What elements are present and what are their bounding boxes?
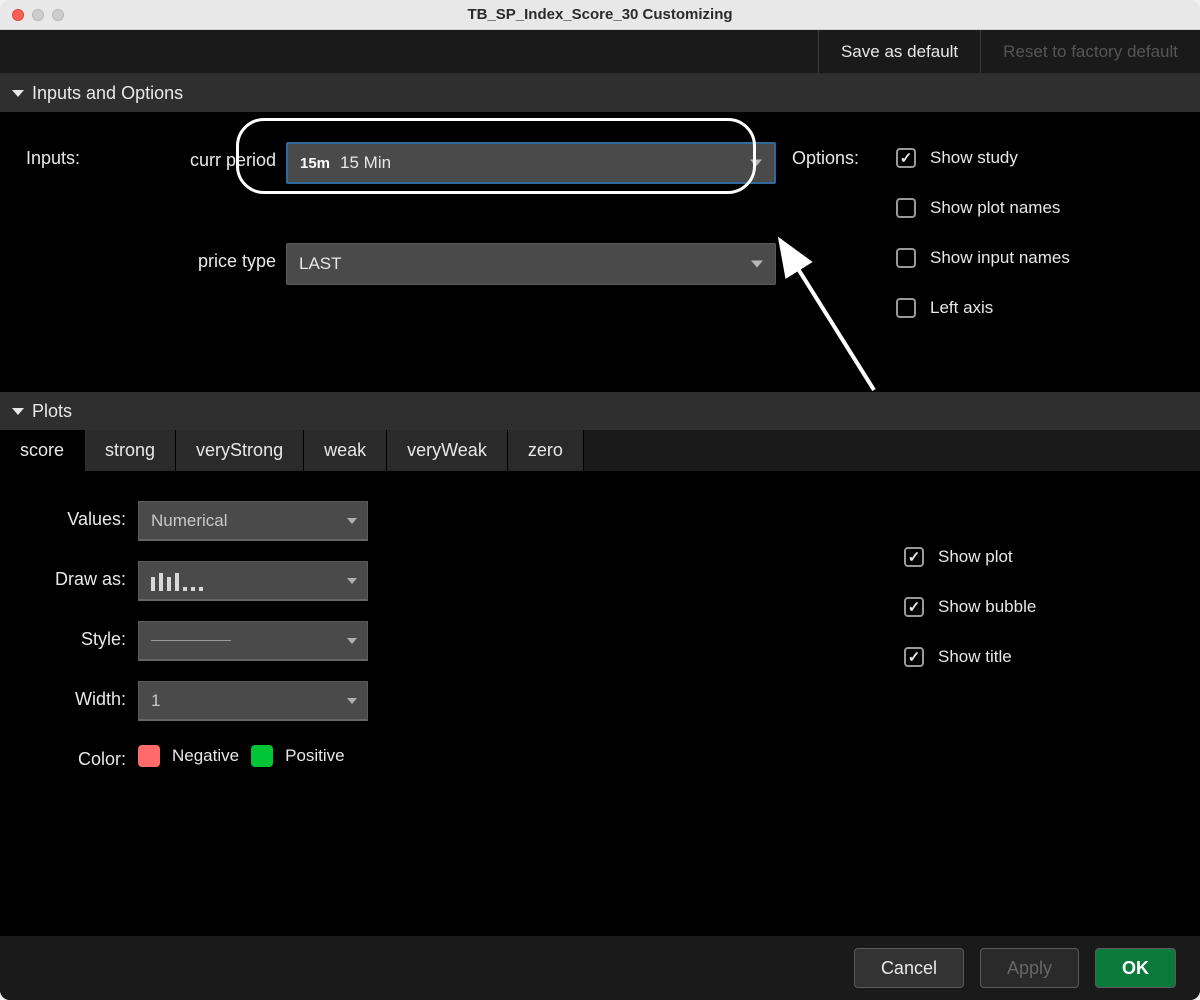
histogram-icon [151, 571, 203, 591]
chevron-down-icon [347, 638, 357, 644]
plots-right-column: Show plot Show bubble Show title [904, 501, 1174, 906]
options-column: Show study Show plot names Show input na… [896, 142, 1196, 324]
apply-button: Apply [980, 948, 1079, 988]
inputs-options-grid: Inputs: curr period 15m 15 Min Options: … [26, 142, 1174, 324]
tab-veryStrong[interactable]: veryStrong [176, 430, 304, 471]
checkbox-icon [896, 148, 916, 168]
style-label: Style: [26, 621, 126, 661]
show-study-label: Show study [930, 148, 1018, 168]
dialog-body: Save as default Reset to factory default… [0, 30, 1200, 1000]
dialog-footer: Cancel Apply OK [0, 936, 1200, 1000]
chevron-down-icon [751, 261, 763, 268]
checkbox-icon [896, 248, 916, 268]
inputs-options-section-body: Inputs: curr period 15m 15 Min Options: … [0, 112, 1200, 392]
price-type-value: LAST [299, 254, 342, 274]
show-title-label: Show title [938, 647, 1012, 667]
inputs-options-section-header[interactable]: Inputs and Options [0, 74, 1200, 112]
chevron-down-icon [12, 90, 24, 97]
negative-color-label: Negative [172, 746, 239, 766]
cancel-button[interactable]: Cancel [854, 948, 964, 988]
price-type-label: price type [136, 243, 286, 324]
titlebar: TB_SP_Index_Score_30 Customizing [0, 0, 1200, 30]
price-type-select[interactable]: LAST [286, 243, 776, 285]
window-title: TB_SP_Index_Score_30 Customizing [0, 6, 1200, 23]
values-label: Values: [26, 501, 126, 541]
tab-score[interactable]: score [0, 430, 85, 471]
chevron-down-icon [347, 518, 357, 524]
save-as-default-button[interactable]: Save as default [818, 30, 980, 73]
inputs-label: Inputs: [26, 142, 136, 223]
dialog-window: TB_SP_Index_Score_30 Customizing Save as… [0, 0, 1200, 1000]
chevron-down-icon [12, 408, 24, 415]
curr-period-value: 15 Min [340, 153, 391, 173]
tab-zero[interactable]: zero [508, 430, 584, 471]
traffic-lights [12, 9, 64, 21]
color-label: Color: [26, 741, 126, 770]
tab-weak[interactable]: weak [304, 430, 387, 471]
show-input-names-checkbox[interactable]: Show input names [896, 242, 1196, 274]
checkbox-icon [904, 547, 924, 567]
show-plot-label: Show plot [938, 547, 1013, 567]
options-label: Options: [776, 142, 896, 223]
top-action-row: Save as default Reset to factory default [0, 30, 1200, 74]
period-badge: 15m [300, 155, 330, 172]
show-plot-checkbox[interactable]: Show plot [904, 541, 1174, 573]
chevron-down-icon [750, 160, 762, 167]
line-style-icon [151, 640, 231, 641]
chevron-down-icon [347, 698, 357, 704]
draw-as-label: Draw as: [26, 561, 126, 601]
plots-section-body: Values: Numerical Draw as: Style: Width: [0, 471, 1200, 936]
left-axis-checkbox[interactable]: Left axis [896, 292, 1196, 324]
show-input-names-label: Show input names [930, 248, 1070, 268]
minimize-window-button [32, 9, 44, 21]
checkbox-icon [896, 198, 916, 218]
width-select[interactable]: 1 [138, 681, 368, 721]
plots-left-column: Values: Numerical Draw as: Style: Width: [26, 501, 446, 906]
show-bubble-checkbox[interactable]: Show bubble [904, 591, 1174, 623]
checkbox-icon [904, 647, 924, 667]
show-bubble-label: Show bubble [938, 597, 1036, 617]
positive-color-swatch[interactable] [251, 745, 273, 767]
reset-factory-default-button: Reset to factory default [980, 30, 1200, 73]
checkbox-icon [896, 298, 916, 318]
chevron-down-icon [347, 578, 357, 584]
zoom-window-button [52, 9, 64, 21]
left-axis-label: Left axis [930, 298, 993, 318]
tab-strong[interactable]: strong [85, 430, 176, 471]
color-row: Negative Positive [138, 741, 368, 770]
style-select[interactable] [138, 621, 368, 661]
curr-period-label: curr period [136, 142, 286, 223]
positive-color-label: Positive [285, 746, 345, 766]
checkbox-icon [904, 597, 924, 617]
ok-button[interactable]: OK [1095, 948, 1176, 988]
inputs-options-title: Inputs and Options [32, 83, 183, 104]
values-select[interactable]: Numerical [138, 501, 368, 541]
width-select-value: 1 [151, 691, 160, 711]
show-study-checkbox[interactable]: Show study [896, 142, 1196, 174]
curr-period-select[interactable]: 15m 15 Min [286, 142, 776, 184]
width-label: Width: [26, 681, 126, 721]
values-select-value: Numerical [151, 511, 228, 531]
show-plot-names-checkbox[interactable]: Show plot names [896, 192, 1196, 224]
show-plot-names-label: Show plot names [930, 198, 1060, 218]
close-window-button[interactable] [12, 9, 24, 21]
negative-color-swatch[interactable] [138, 745, 160, 767]
plots-tabs: scorestrongveryStrongweakveryWeakzero [0, 430, 1200, 471]
draw-as-select[interactable] [138, 561, 368, 601]
plots-section-header[interactable]: Plots [0, 392, 1200, 430]
plots-title: Plots [32, 401, 72, 422]
tab-veryWeak[interactable]: veryWeak [387, 430, 508, 471]
show-title-checkbox[interactable]: Show title [904, 641, 1174, 673]
